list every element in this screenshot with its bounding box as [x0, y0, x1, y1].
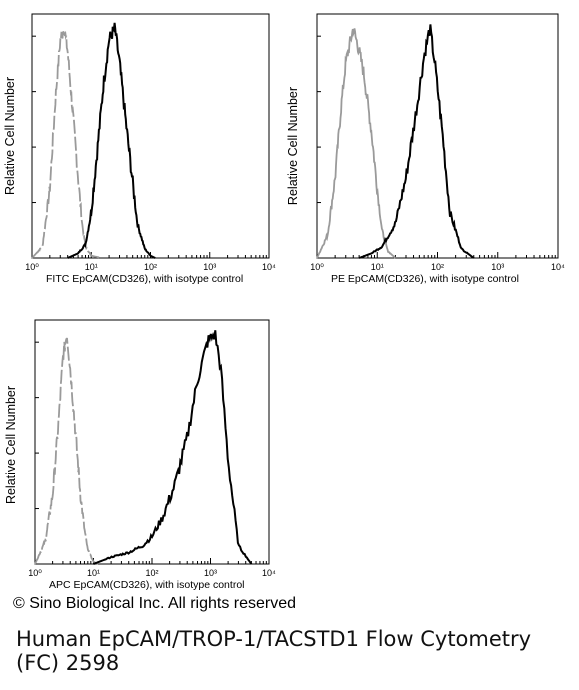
epcam-series — [358, 24, 475, 259]
y-axis-label: Relative Cell Number — [3, 77, 17, 195]
x-tick-label: 10³ — [204, 568, 217, 578]
figure-caption: Human EpCAM/TROP-1/TACSTD1 Flow Cytometr… — [16, 627, 532, 675]
isotype-control-series — [34, 337, 99, 565]
histogram-panel-2: 10⁰ 10¹ 10² 10³ 10⁴ PE EpCAM(CD326), with iso… — [286, 13, 565, 285]
isotype-control-series — [31, 30, 102, 259]
histogram-panel-1: 10⁰ 10¹ 10² 10³ 10⁴ FITC EpCAM(CD326), with i… — [3, 13, 276, 285]
x-tick-label: 10³ — [203, 262, 216, 272]
x-tick-label: 10⁴ — [262, 568, 276, 578]
x-tick-label: 10² — [431, 262, 444, 272]
epcam-series — [67, 22, 156, 259]
x-tick-label: 10² — [144, 262, 157, 272]
epcam-series — [93, 330, 253, 565]
y-axis-label: Relative Cell Number — [4, 386, 18, 504]
plot-frame — [316, 13, 559, 259]
x-tick-label: 10⁰ — [310, 262, 324, 272]
x-tick-label: 10¹ — [371, 262, 384, 272]
y-axis-label: Relative Cell Number — [286, 87, 300, 205]
plot-frame — [34, 319, 270, 565]
x-tick-label: 10¹ — [85, 262, 98, 272]
x-axis-label: APC EpCAM(CD326), with isotype control — [49, 579, 245, 591]
x-tick-label: 10² — [145, 568, 158, 578]
x-axis-label: FITC EpCAM(CD326), with isotype control — [46, 273, 243, 285]
x-tick-label: 10⁴ — [551, 262, 565, 272]
x-tick-label: 10¹ — [87, 568, 100, 578]
histogram-panel-3: 10⁰ 10¹ 10² 10³ 10⁴ APC EpCAM(CD326), with is… — [4, 319, 276, 591]
x-tick-label: 10³ — [491, 262, 504, 272]
x-tick-label: 10⁰ — [25, 262, 39, 272]
isotype-control-series — [316, 28, 396, 259]
copyright-notice: © Sino Biological Inc. All rights reserv… — [13, 595, 297, 612]
x-tick-label: 10⁴ — [262, 262, 276, 272]
x-tick-label: 10⁰ — [28, 568, 42, 578]
x-axis-label: PE EpCAM(CD326), with isotype control — [331, 273, 519, 285]
